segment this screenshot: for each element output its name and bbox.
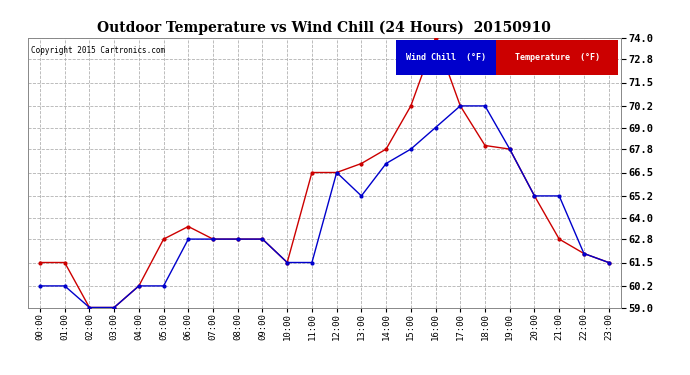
Text: Temperature  (°F): Temperature (°F) [515,53,600,62]
FancyBboxPatch shape [496,40,618,75]
Text: Copyright 2015 Cartronics.com: Copyright 2015 Cartronics.com [30,46,165,55]
Text: Wind Chill  (°F): Wind Chill (°F) [406,53,486,62]
Title: Outdoor Temperature vs Wind Chill (24 Hours)  20150910: Outdoor Temperature vs Wind Chill (24 Ho… [97,21,551,35]
FancyBboxPatch shape [395,40,496,75]
